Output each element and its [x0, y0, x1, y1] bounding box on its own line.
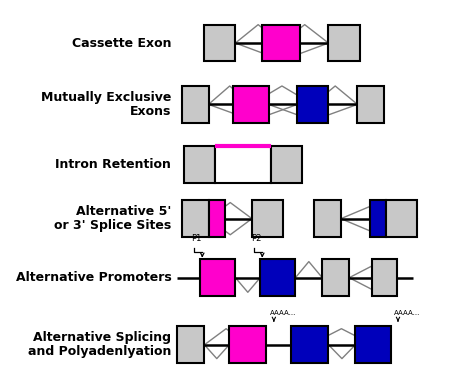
Bar [184, 146, 215, 183]
Bar [182, 200, 209, 237]
Text: or 3' Splice Sites: or 3' Splice Sites [54, 219, 171, 232]
Bar [260, 259, 295, 296]
Bar [252, 200, 283, 237]
Bar [328, 25, 359, 61]
Bar [372, 259, 397, 296]
Text: Alternative 5': Alternative 5' [76, 205, 171, 218]
Text: Intron Retention: Intron Retention [55, 158, 171, 171]
Text: Mutually Exclusive: Mutually Exclusive [41, 91, 171, 104]
Bar [322, 259, 349, 296]
Bar [356, 326, 391, 363]
Bar [291, 326, 328, 363]
Bar [177, 326, 204, 363]
Bar [209, 200, 225, 237]
Bar [357, 86, 384, 123]
Bar [229, 326, 266, 363]
Bar [233, 86, 268, 123]
Text: Exons: Exons [130, 105, 171, 118]
Text: AAAA...: AAAA... [394, 310, 420, 315]
Bar [182, 86, 209, 123]
Bar [370, 200, 386, 237]
Text: P2: P2 [251, 234, 261, 243]
Bar [271, 146, 301, 183]
Text: Alternative Splicing: Alternative Splicing [33, 331, 171, 344]
Bar [262, 25, 300, 61]
Bar [200, 259, 236, 296]
Bar [204, 25, 236, 61]
Text: P1: P1 [191, 234, 201, 243]
Bar [298, 86, 328, 123]
Text: Alternative Promoters: Alternative Promoters [16, 271, 171, 284]
Bar [314, 200, 341, 237]
Bar [215, 146, 271, 183]
Text: and Polyadenlyation: and Polyadenlyation [28, 345, 171, 358]
Text: AAAA...: AAAA... [270, 310, 296, 315]
Bar [386, 200, 418, 237]
Text: Cassette Exon: Cassette Exon [72, 37, 171, 49]
